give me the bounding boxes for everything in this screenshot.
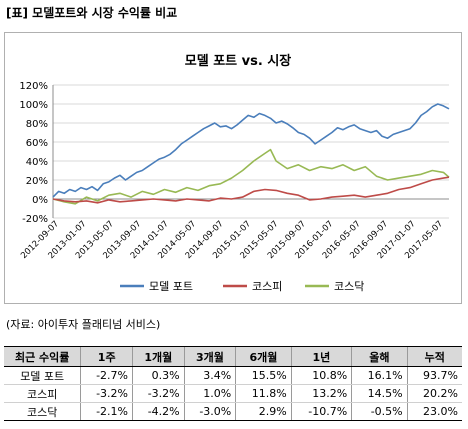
series-line: [52, 103, 450, 198]
table-cell: -10.7%: [290, 402, 352, 421]
table-row-label: 코스닥: [4, 402, 81, 421]
line-chart: 모델 포트 vs. 시장 -20%0%20%40%60%80%100%120%2…: [19, 53, 450, 293]
table-header-row: 최근 수익률 1주 1개월 3개월 6개월 1년 올해 누적: [4, 346, 462, 367]
table-cell: -2.1%: [80, 402, 133, 421]
chart-frame: 모델 포트 vs. 시장 -20% 0% 20% 40% 60% 80% 100% 120% 2…: [4, 32, 462, 304]
y-tick-label: -20%: [22, 214, 48, 225]
table-cell: 13.2%: [290, 384, 352, 403]
table-cell: 15.5%: [235, 366, 292, 385]
table-cell: -3.0%: [183, 402, 236, 421]
table-header-period: 1개월: [132, 346, 185, 367]
legend-label: 코스닥: [334, 280, 364, 293]
table-cell: 23.0%: [406, 402, 462, 421]
legend-label: 코스피: [252, 280, 282, 293]
table-cell: -2.7%: [80, 366, 133, 385]
y-tick-label: 120%: [19, 81, 48, 92]
table-cell: 0.3%: [132, 366, 185, 385]
table-row: 코스닥 -2.1% -4.2% -3.0% 2.9% -10.7% -0.5% 23.0%: [4, 402, 462, 421]
y-tick-label: 40%: [26, 157, 48, 168]
table-header-period: 올해: [351, 346, 408, 367]
table-header-period: 1년: [290, 346, 352, 367]
y-tick-label: 100%: [19, 100, 48, 111]
table-cell: -4.2%: [132, 402, 185, 421]
table-cell: -0.5%: [351, 402, 408, 421]
table-header-period: 3개월: [183, 346, 236, 367]
table-cell: 1.0%: [183, 384, 236, 403]
table-header-period: 1주: [80, 346, 133, 367]
table-cell: 20.2%: [406, 384, 462, 403]
table-cell: -3.2%: [80, 384, 133, 403]
table-header-label: 최근 수익률: [4, 346, 81, 367]
table-cell: 93.7%: [406, 366, 462, 385]
source-note: (자료: 아이투자 플래티넘 서비스): [6, 318, 161, 331]
legend-item: 코스피: [223, 280, 282, 293]
y-tick-label: 60%: [26, 138, 48, 149]
table-cell: 3.4%: [183, 366, 236, 385]
table-row: 코스피 -3.2% -3.2% 1.0% 11.8% 13.2% 14.5% 20.2%: [4, 384, 462, 403]
table-header-period: 누적: [406, 346, 462, 367]
table-cell: 16.1%: [351, 366, 408, 385]
y-tick-label: 80%: [26, 119, 48, 130]
legend-label: 모델 포트: [149, 280, 193, 293]
table-cell: 14.5%: [351, 384, 408, 403]
legend-item: 코스닥: [305, 280, 364, 293]
legend-item: 모델 포트: [120, 280, 193, 293]
returns-table: 최근 수익률 1주 1개월 3개월 6개월 1년 올해 누적 모델 포트 -2.7% 0.3% 3.…: [4, 346, 462, 421]
y-tick-label: 0%: [32, 195, 48, 206]
table-cell: 11.8%: [235, 384, 292, 403]
table-row-label: 코스피: [4, 384, 81, 403]
series-line: [52, 176, 450, 204]
table-cell: 2.9%: [235, 402, 292, 421]
table-header-period: 6개월: [235, 346, 292, 367]
series-line: [52, 148, 450, 205]
chart-title: 모델 포트 vs. 시장: [185, 53, 292, 69]
y-tick-label: 20%: [26, 176, 48, 187]
page-title: [표] 모델포트와 시장 수익률 비교: [6, 6, 178, 20]
table-cell: 10.8%: [290, 366, 352, 385]
table-row-label: 모델 포트: [4, 366, 81, 385]
table-row: 모델 포트 -2.7% 0.3% 3.4% 15.5% 10.8% 16.1% 93.7%: [4, 366, 462, 385]
table-cell: -3.2%: [132, 384, 185, 403]
